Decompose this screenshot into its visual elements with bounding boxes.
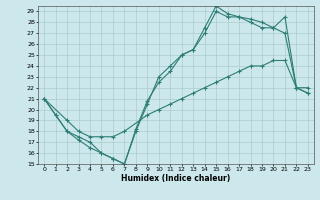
- X-axis label: Humidex (Indice chaleur): Humidex (Indice chaleur): [121, 174, 231, 183]
